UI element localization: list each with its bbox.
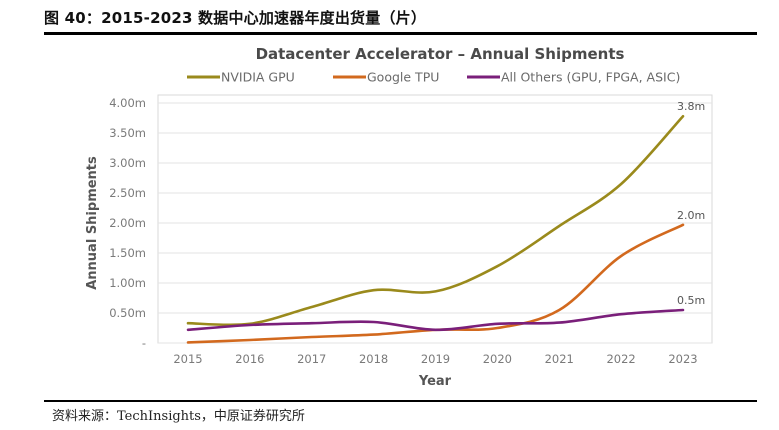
bottom-divider (44, 400, 757, 402)
y-tick-label: 0.50m (109, 306, 146, 320)
x-tick-label: 2020 (483, 352, 512, 366)
y-tick-label: 1.00m (109, 276, 146, 290)
y-tick-label: - (142, 336, 146, 350)
series-line-nvidia-gpu (186, 114, 685, 327)
x-tick-label: 2017 (297, 352, 326, 366)
x-axis-title: Year (418, 374, 452, 389)
legend: NVIDIA GPU Google TPU All Others (GPU, FPG… (187, 70, 680, 85)
y-axis-title: Annual Shipments (85, 156, 100, 290)
end-label-nvidia-gpu: 3.8m (677, 100, 705, 113)
chart-title: Datacenter Accelerator – Annual Shipment… (256, 45, 625, 63)
x-tick-label: 2023 (668, 352, 697, 366)
figure-title: 图 40：2015-2023 数据中心加速器年度出货量（片） (44, 9, 427, 27)
grid (157, 94, 713, 344)
y-tick-label: 4.00m (109, 96, 146, 110)
x-tick-label: 2019 (421, 352, 450, 366)
x-tick-label: 2022 (606, 352, 635, 366)
legend-item-all-others: All Others (GPU, FPGA, ASIC) (467, 70, 680, 85)
x-tick-label: 2016 (235, 352, 264, 366)
y-tick-label: 1.50m (109, 246, 146, 260)
y-tick-label: 3.50m (109, 126, 146, 140)
top-divider (44, 32, 757, 35)
y-tick-label: 2.00m (109, 216, 146, 230)
x-tick-label: 2018 (359, 352, 388, 366)
legend-label: Google TPU (367, 70, 439, 85)
y-axis-ticks: - 0.50m 1.00m 1.50m 2.00m 2.50m 3.00m 3.50m 4.00… (109, 96, 146, 350)
data-labels: 3.8m 2.0m 0.5m (677, 100, 705, 307)
series-lines (186, 114, 685, 344)
x-axis-ticks: 2015 2016 2017 2018 2019 2020 2021 2022 2023 (173, 352, 697, 366)
legend-item-google-tpu: Google TPU (333, 70, 439, 85)
legend-label: All Others (GPU, FPGA, ASIC) (501, 70, 680, 85)
legend-label: NVIDIA GPU (221, 70, 295, 85)
end-label-google-tpu: 2.0m (677, 209, 705, 222)
end-label-all-others: 0.5m (677, 294, 705, 307)
line-chart: Datacenter Accelerator – Annual Shipment… (85, 45, 713, 389)
legend-item-nvidia-gpu: NVIDIA GPU (187, 70, 295, 85)
x-tick-label: 2015 (173, 352, 202, 366)
x-tick-label: 2021 (545, 352, 574, 366)
y-tick-label: 2.50m (109, 186, 146, 200)
y-tick-label: 3.00m (109, 156, 146, 170)
plot-frame (157, 94, 713, 344)
source-note: 资料来源：TechInsights，中原证券研究所 (52, 409, 305, 424)
